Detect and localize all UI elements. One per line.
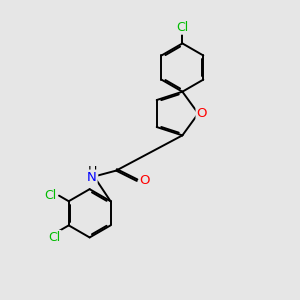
Text: O: O (140, 174, 150, 188)
Text: H: H (88, 165, 97, 178)
Text: Cl: Cl (49, 231, 61, 244)
Text: Cl: Cl (176, 21, 188, 34)
Text: Cl: Cl (44, 189, 56, 202)
Text: N: N (87, 171, 97, 184)
Text: O: O (196, 107, 207, 120)
